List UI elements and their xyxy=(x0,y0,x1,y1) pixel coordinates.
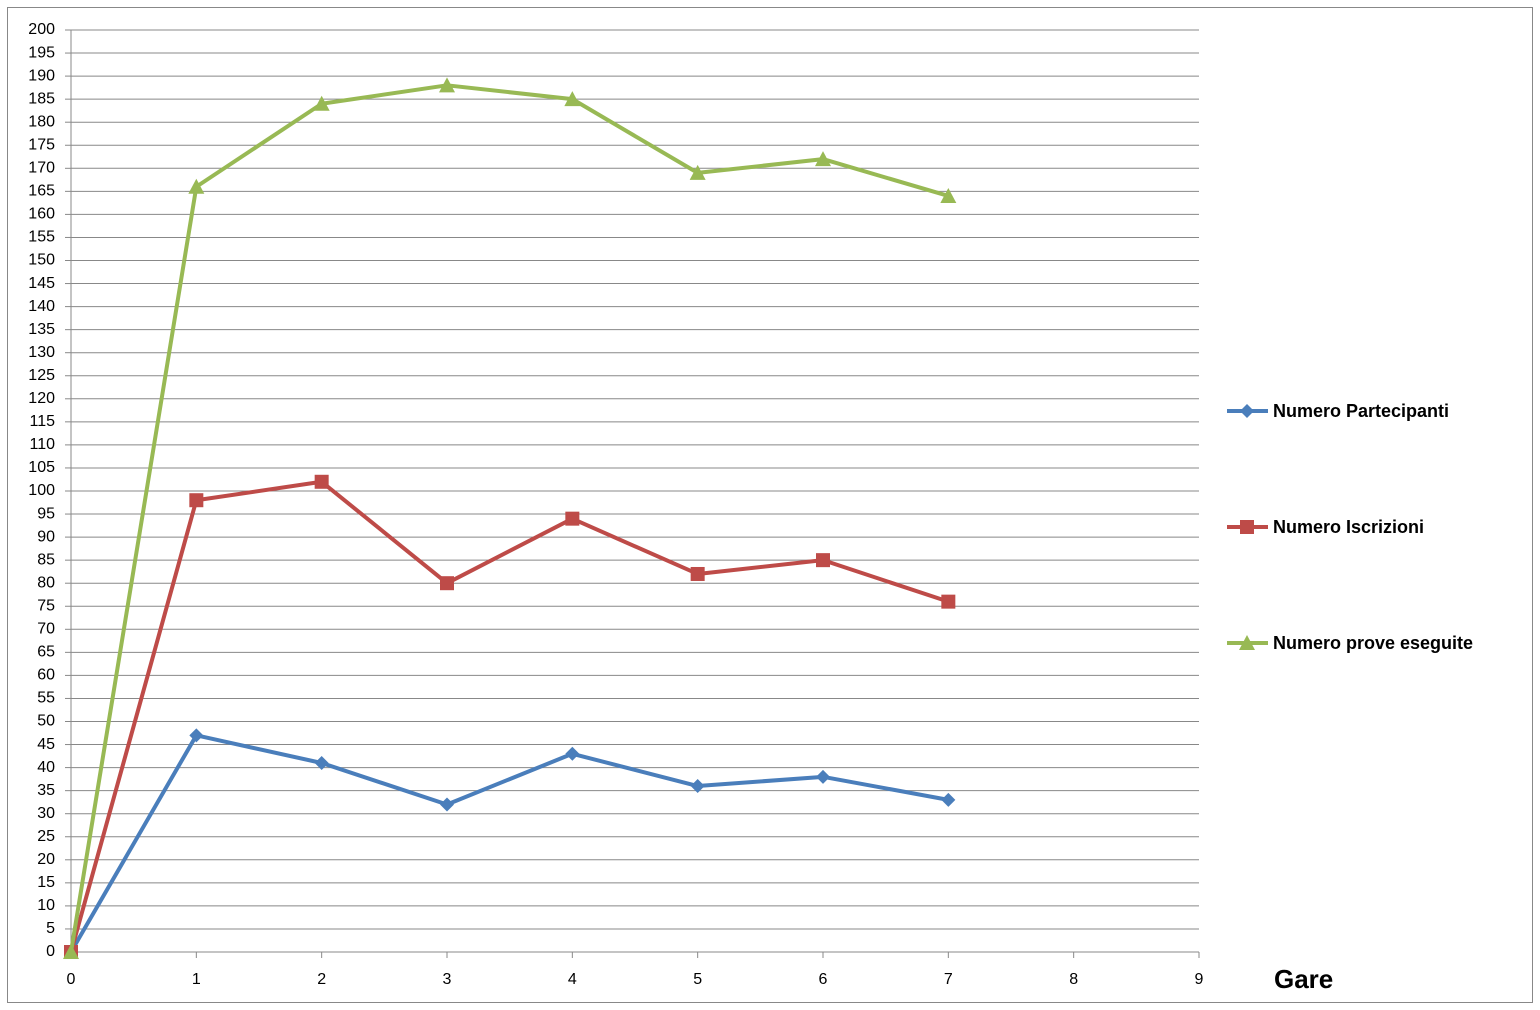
legend-marker xyxy=(1240,520,1254,534)
y-tick-label: 110 xyxy=(29,436,55,453)
y-tick-label: 90 xyxy=(37,528,55,545)
legend-marker xyxy=(1239,635,1255,650)
y-tick-label: 180 xyxy=(28,113,55,130)
x-tick-label: 3 xyxy=(443,971,452,988)
series-line xyxy=(69,733,949,954)
y-tick-label: 85 xyxy=(37,551,55,568)
y-tick-label: 150 xyxy=(28,252,55,269)
data-point xyxy=(314,755,329,770)
y-tick-label: 185 xyxy=(28,90,55,107)
y-tick-label: 50 xyxy=(37,713,55,730)
data-point xyxy=(816,769,830,784)
y-tick-label: 135 xyxy=(28,321,55,338)
chart-border xyxy=(7,7,1533,1003)
y-tick-label: 105 xyxy=(28,459,55,476)
data-point xyxy=(63,944,79,959)
data-point xyxy=(440,797,454,812)
y-tick-label: 5 xyxy=(46,920,55,937)
x-tick-label: 1 xyxy=(192,971,201,988)
data-point xyxy=(189,493,204,508)
data-point xyxy=(189,728,204,743)
y-tick-label: 80 xyxy=(37,574,55,591)
data-point xyxy=(815,151,831,167)
data-point xyxy=(188,178,205,194)
y-tick-label: 190 xyxy=(28,67,55,84)
y-tick-label: 195 xyxy=(28,44,55,61)
data-point xyxy=(941,792,956,807)
y-tick-label: 45 xyxy=(37,736,55,753)
x-tick-label: 7 xyxy=(944,971,953,988)
y-tick-label: 100 xyxy=(28,482,55,499)
y-tick-label: 15 xyxy=(37,874,55,891)
legend-label: Numero prove eseguite xyxy=(1273,633,1473,653)
y-tick-label: 0 xyxy=(46,943,55,960)
y-tick-label: 120 xyxy=(28,390,55,407)
x-tick-label: 5 xyxy=(693,971,702,988)
data-point xyxy=(690,779,705,794)
data-point xyxy=(439,77,455,93)
data-point xyxy=(816,553,830,568)
x-tick-label: 9 xyxy=(1195,971,1204,988)
y-tick-label: 95 xyxy=(37,505,55,522)
y-tick-label: 25 xyxy=(37,828,55,845)
y-tick-label: 115 xyxy=(29,413,55,430)
y-tick-label: 65 xyxy=(37,644,55,661)
x-tick-label: 0 xyxy=(67,971,76,988)
x-tick-label: 8 xyxy=(1069,971,1078,988)
y-tick-label: 10 xyxy=(37,897,55,914)
y-tick-label: 55 xyxy=(37,690,55,707)
y-tick-label: 170 xyxy=(28,160,55,177)
data-point xyxy=(564,91,581,107)
data-point xyxy=(940,187,957,203)
y-tick-label: 35 xyxy=(37,782,55,799)
legend-label: Numero Partecipanti xyxy=(1273,401,1449,421)
data-point xyxy=(941,594,956,609)
y-tick-label: 60 xyxy=(37,667,55,684)
y-tick-label: 75 xyxy=(37,597,55,614)
y-tick-label: 40 xyxy=(37,759,55,776)
data-point xyxy=(313,95,330,111)
x-tick-label: 6 xyxy=(819,971,828,988)
legend-label: Numero Iscrizioni xyxy=(1273,517,1424,537)
y-tick-label: 30 xyxy=(37,805,55,822)
data-point xyxy=(565,746,580,761)
x-tick-label: 4 xyxy=(568,971,577,988)
data-point xyxy=(440,576,454,591)
y-tick-label: 145 xyxy=(28,275,55,292)
y-tick-label: 20 xyxy=(37,851,55,868)
y-tick-label: 125 xyxy=(28,367,55,384)
y-tick-label: 175 xyxy=(28,136,55,153)
series-line xyxy=(69,83,949,953)
data-point xyxy=(314,474,329,489)
y-tick-label: 160 xyxy=(28,206,55,223)
data-point xyxy=(690,566,705,581)
data-point xyxy=(689,164,706,180)
x-axis-label: Gare xyxy=(1274,964,1333,994)
x-tick-label: 2 xyxy=(317,971,326,988)
series-line xyxy=(69,479,949,953)
y-tick-label: 155 xyxy=(28,229,55,246)
y-tick-label: 200 xyxy=(28,21,55,38)
y-tick-label: 140 xyxy=(28,298,55,315)
y-tick-label: 130 xyxy=(28,344,55,361)
y-tick-label: 70 xyxy=(37,621,55,638)
legend-marker xyxy=(1240,404,1254,418)
data-point xyxy=(565,511,580,526)
y-tick-label: 165 xyxy=(28,183,55,200)
